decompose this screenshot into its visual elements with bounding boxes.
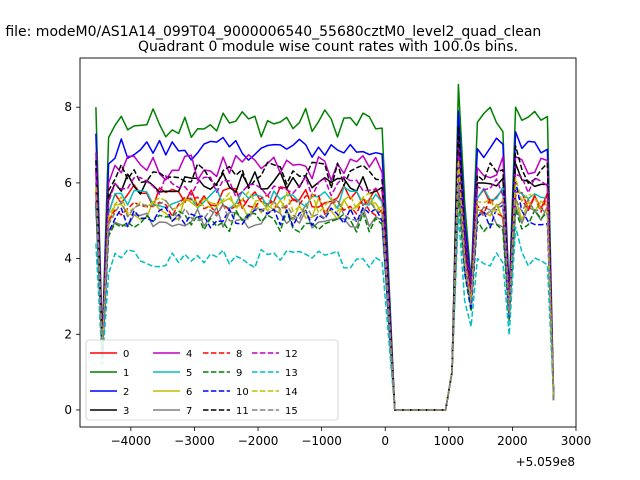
series-line-9 [95, 193, 555, 411]
legend-label-1: 1 [123, 368, 129, 379]
x-axis: −4000 −3000 −2000 −1000 0 1000 2000 3000 [111, 427, 592, 448]
series-line-12 [95, 155, 555, 411]
legend-label-9: 9 [236, 368, 242, 379]
legend-label-6: 6 [186, 387, 192, 398]
x-tick-label: −1000 [301, 434, 342, 448]
y-tick-label: 8 [64, 100, 72, 114]
series-line-5 [95, 170, 555, 411]
plot-frame [79, 57, 577, 428]
y-tick-label: 0 [64, 403, 72, 417]
series-line-3 [95, 144, 555, 411]
figure-suptitle: n file: modeM0/AS1A14_099T04_9000006540_… [0, 24, 541, 40]
legend-label-7: 7 [186, 406, 192, 417]
series-line-14 [95, 159, 555, 411]
y-tick-label: 6 [64, 176, 72, 190]
x-tick-label: −3000 [174, 434, 215, 448]
x-tick-label: 2000 [497, 434, 528, 448]
legend-label-14: 14 [285, 387, 298, 398]
legend-label-3: 3 [123, 406, 129, 417]
x-tick-label: 1000 [434, 434, 465, 448]
legend-label-11: 11 [236, 406, 249, 417]
series-line-1 [95, 83, 555, 411]
y-tick-label: 4 [64, 252, 72, 266]
x-offset-label: +5.059e8 [516, 455, 575, 469]
legend-label-2: 2 [123, 387, 129, 398]
series-line-10 [95, 163, 555, 411]
legend-label-10: 10 [236, 387, 249, 398]
x-tick-label: 0 [381, 434, 389, 448]
legend-box [85, 339, 339, 421]
x-tick-label: −2000 [238, 434, 279, 448]
legend-label-4: 4 [186, 349, 192, 360]
series-line-4 [95, 136, 555, 411]
y-tick-label: 2 [64, 327, 72, 341]
legend-label-8: 8 [236, 349, 242, 360]
legend-label-5: 5 [186, 368, 192, 379]
series-line-13 [95, 212, 555, 411]
series-line-15 [95, 182, 555, 411]
plot-series [95, 83, 555, 411]
series-line-2 [95, 110, 555, 411]
x-tick-label: −4000 [111, 434, 152, 448]
chart-title: Quadrant 0 module wise count rates with … [138, 39, 518, 55]
legend-label-12: 12 [285, 349, 298, 360]
series-line-8 [95, 178, 555, 411]
y-axis: 0 2 4 6 8 [64, 100, 80, 417]
legend-label-13: 13 [285, 368, 298, 379]
legend-label-0: 0 [123, 349, 129, 360]
series-line-11 [95, 125, 555, 411]
x-tick-label: 3000 [561, 434, 592, 448]
legend-label-15: 15 [285, 406, 298, 417]
